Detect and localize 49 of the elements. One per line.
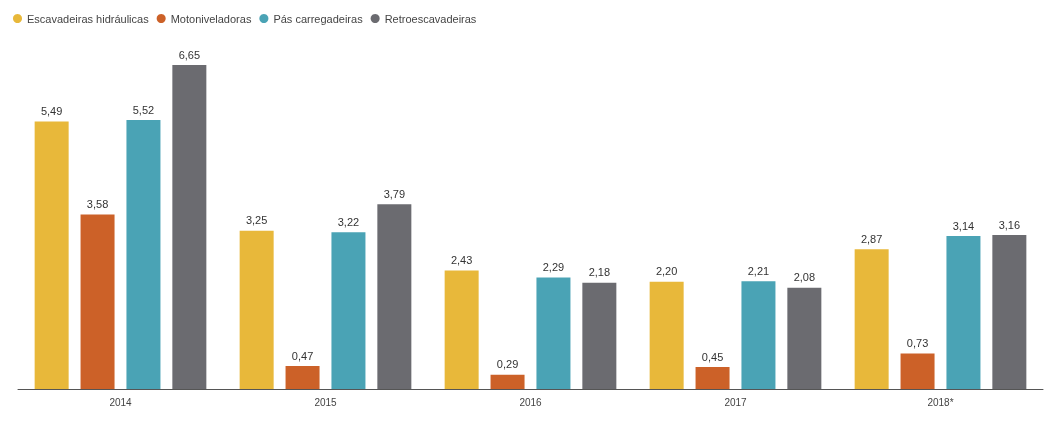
data-label: 2,21 [747, 264, 770, 277]
data-label: 3,58 [86, 198, 109, 211]
bar [582, 282, 617, 389]
data-label: 3,79 [383, 187, 406, 200]
x-tick-label: 2015 [314, 396, 338, 408]
bar [126, 120, 161, 389]
bar [285, 366, 320, 389]
data-label: 2,29 [542, 260, 565, 273]
legend-label: Pás carregadeiras [273, 12, 364, 25]
bar [34, 121, 69, 389]
x-tick-label: 2014 [109, 396, 133, 408]
x-tick-label: 2017 [724, 396, 748, 408]
bar [900, 353, 935, 389]
bar [536, 277, 571, 389]
bar [444, 270, 479, 389]
data-label: 3,14 [952, 219, 975, 232]
data-label: 0,29 [496, 358, 519, 371]
data-label: 3,25 [245, 214, 268, 227]
data-label: 2,87 [860, 232, 883, 245]
data-label: 3,22 [337, 215, 360, 228]
bar [490, 374, 525, 389]
data-label: 0,73 [906, 336, 929, 349]
bar [695, 367, 730, 389]
bar [787, 287, 822, 389]
bar [239, 230, 274, 389]
bar [946, 236, 981, 389]
data-label: 3,16 [998, 218, 1021, 231]
bar [649, 281, 684, 389]
data-label: 6,65 [178, 48, 201, 61]
data-label: 5,52 [132, 103, 155, 116]
bar [854, 249, 889, 389]
x-tick-label: 2018* [927, 396, 954, 408]
data-label: 2,18 [588, 266, 611, 279]
data-label: 2,20 [655, 265, 678, 278]
x-tick-label: 2016 [519, 396, 543, 408]
bar [80, 214, 115, 389]
bar [172, 65, 207, 389]
data-label: 0,47 [291, 349, 314, 362]
bar [992, 235, 1027, 389]
bar [377, 204, 412, 389]
data-label: 2,43 [450, 254, 473, 267]
bar [331, 232, 366, 389]
legend-label: Retroescavadeiras [384, 12, 477, 25]
data-label: 2,08 [793, 271, 816, 284]
legend-label: Motoniveladoras [170, 12, 252, 25]
legend-label: Escavadeiras hidráulicas [27, 12, 150, 25]
data-label: 5,49 [40, 105, 63, 118]
data-label: 0,45 [701, 350, 724, 363]
bar [741, 281, 776, 389]
